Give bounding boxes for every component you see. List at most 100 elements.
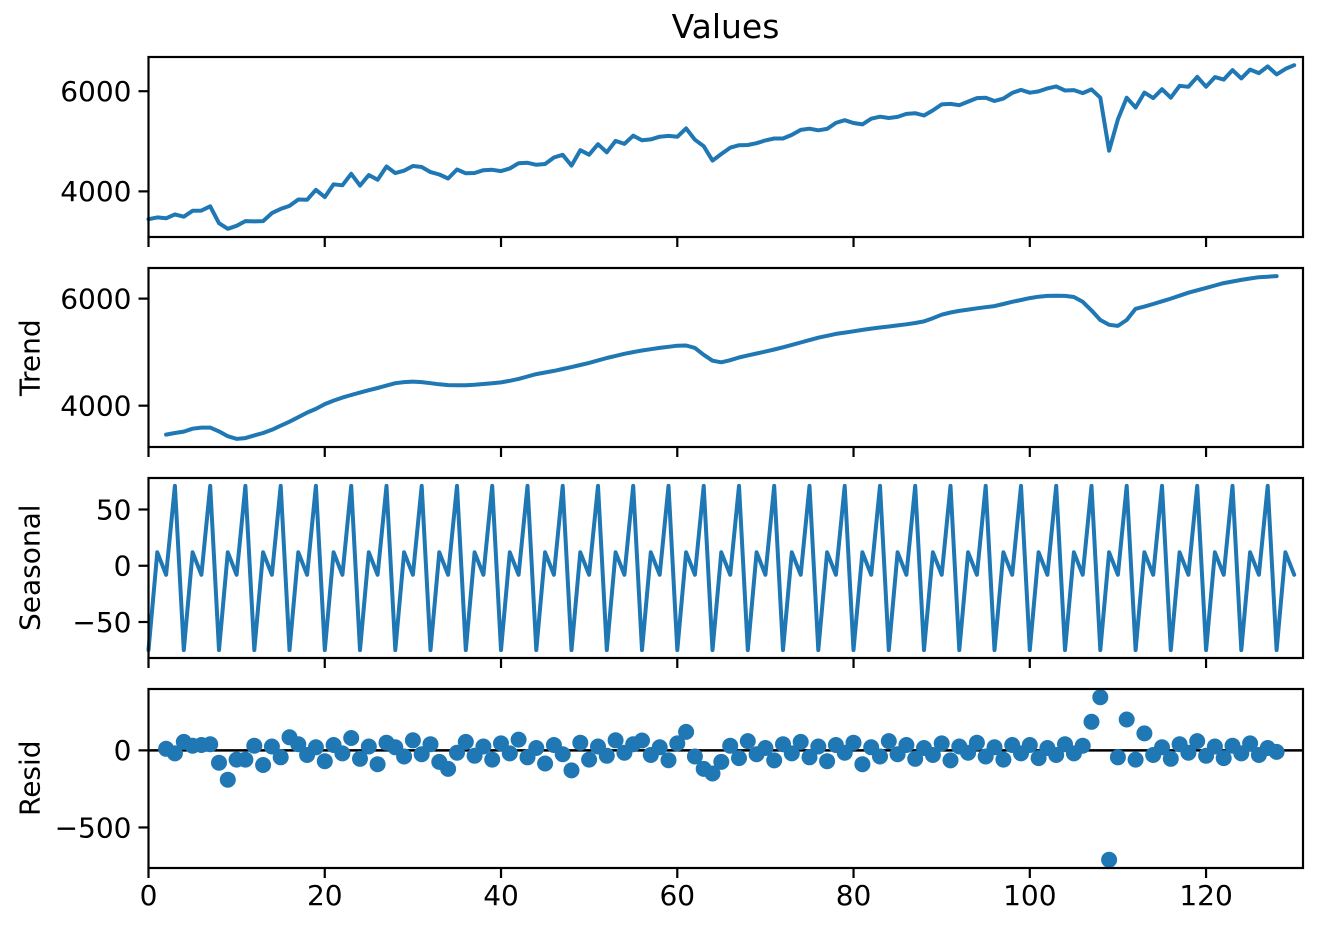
resid-point	[651, 739, 668, 756]
resid-point	[290, 736, 307, 753]
resid-point	[572, 734, 589, 751]
observed-line	[146, 63, 1297, 231]
resid-point	[255, 757, 272, 773]
resid-point	[907, 750, 924, 767]
resid-point	[449, 744, 465, 761]
resid-point	[211, 754, 227, 771]
resid-point	[528, 740, 545, 756]
resid-point	[801, 749, 818, 766]
resid-point	[1215, 750, 1232, 767]
resid-point	[369, 756, 386, 773]
y-tick-label: 6000	[60, 282, 131, 315]
resid-point	[396, 748, 413, 765]
resid-point	[933, 735, 950, 752]
x-tick-label: 0	[140, 879, 158, 912]
resid-point	[766, 752, 783, 769]
y-tick-label: 4000	[60, 389, 131, 422]
resid-point	[316, 753, 333, 770]
trend-line	[164, 274, 1279, 441]
resid-point	[678, 723, 695, 740]
resid-point	[660, 752, 677, 769]
y-tick-label: 0	[114, 550, 132, 583]
observed-axes-box	[147, 55, 1305, 239]
resid-point	[475, 738, 492, 755]
resid-point	[607, 732, 624, 749]
resid-point	[792, 733, 809, 750]
resid-point	[995, 751, 1012, 768]
resid-point	[307, 739, 324, 756]
resid-point	[1109, 749, 1126, 766]
resid-point	[1268, 743, 1285, 760]
resid-point	[598, 747, 615, 764]
resid-point	[510, 731, 527, 748]
x-tick-label: 120	[1179, 879, 1232, 912]
resid-point	[1074, 737, 1091, 754]
resid-point	[1162, 750, 1179, 767]
resid-point	[986, 739, 1003, 756]
resid-point	[1083, 713, 1100, 730]
resid-point	[563, 762, 580, 779]
resid-point	[554, 746, 571, 763]
resid-point	[1189, 733, 1206, 750]
resid-point	[581, 751, 598, 768]
resid-point	[501, 745, 518, 762]
resid-point	[1180, 744, 1197, 761]
resid-point	[422, 736, 439, 753]
y-tick-label: 6000	[60, 75, 131, 108]
resid-point	[669, 735, 686, 752]
y-tick-label: 0	[114, 734, 132, 767]
resid-point	[810, 738, 827, 755]
resid-point	[237, 751, 254, 768]
resid-point	[1206, 738, 1223, 755]
resid-point	[1048, 747, 1065, 763]
resid-point	[880, 733, 897, 750]
resid-point	[484, 751, 501, 768]
resid-point	[166, 745, 183, 762]
resid-point	[246, 737, 263, 754]
resid-point	[898, 737, 915, 753]
x-tick-label: 40	[483, 879, 519, 912]
resid-point	[1242, 735, 1259, 752]
resid-point	[404, 732, 421, 749]
seasonal-line	[146, 483, 1297, 653]
resid-point	[942, 752, 959, 769]
resid-point	[1101, 851, 1118, 868]
resid-point	[263, 738, 280, 755]
y-tick-label: 4000	[60, 175, 131, 208]
resid-point	[739, 733, 756, 750]
resid-point	[634, 732, 650, 749]
y-tick-label: 50	[96, 493, 132, 526]
x-tick-label: 60	[659, 879, 695, 912]
x-tick-label: 20	[307, 879, 343, 912]
resid-point	[819, 753, 836, 770]
resid-point	[457, 733, 474, 750]
resid-point	[537, 755, 554, 772]
resid-point	[713, 753, 730, 770]
values-panel-title: Values	[671, 7, 780, 46]
resid-point	[360, 738, 377, 755]
resid-point	[704, 765, 721, 782]
resid-point	[334, 745, 351, 762]
resid-point	[757, 740, 774, 756]
resid-point	[968, 734, 985, 751]
resid-point	[686, 748, 703, 765]
resid-point	[1021, 737, 1038, 753]
resid-point	[924, 747, 941, 763]
resid-point	[1136, 725, 1153, 742]
seasonal-axes-box	[147, 476, 1305, 660]
resid-point	[722, 737, 739, 754]
resid-axes-box	[147, 687, 1305, 870]
resid-point	[783, 745, 800, 762]
resid-point	[845, 734, 862, 751]
resid-point	[343, 730, 360, 746]
resid-point	[854, 756, 871, 773]
resid-point	[352, 750, 368, 767]
resid-point	[1127, 751, 1144, 768]
resid-point	[1092, 689, 1109, 706]
x-tick-label: 100	[1003, 879, 1056, 912]
y-tick-label: −50	[72, 606, 131, 639]
resid-point	[872, 748, 888, 765]
x-tick-label: 80	[836, 879, 872, 912]
